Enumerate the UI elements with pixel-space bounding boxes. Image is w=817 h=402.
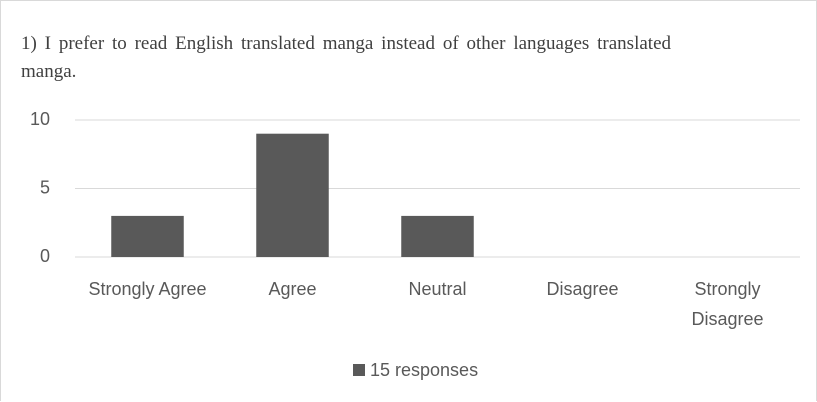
- bar: [111, 215, 184, 257]
- x-tick-label: Disagree: [546, 279, 618, 299]
- x-tick-label: Neutral: [408, 279, 466, 299]
- x-tick-label: Agree: [268, 279, 316, 299]
- y-tick-label: 5: [40, 177, 50, 197]
- bar: [401, 215, 474, 257]
- chart-title: 1) I prefer to read English translated m…: [21, 33, 671, 82]
- legend-swatch: [353, 364, 365, 376]
- legend-label: 15 responses: [370, 360, 478, 380]
- bar: [256, 133, 329, 257]
- x-tick-label: Strongly Disagree: [691, 279, 763, 329]
- y-tick-label: 0: [40, 246, 50, 266]
- x-tick-label: Strongly Agree: [88, 279, 206, 299]
- y-tick-label: 10: [30, 109, 50, 129]
